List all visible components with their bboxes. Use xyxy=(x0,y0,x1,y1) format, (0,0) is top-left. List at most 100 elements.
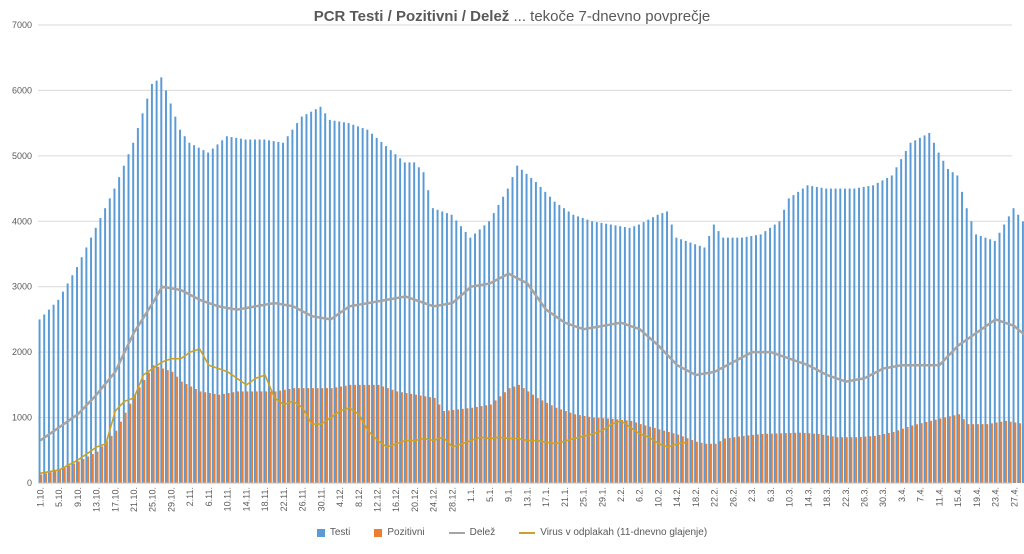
bar-pozitivni xyxy=(223,394,225,483)
bar-testi xyxy=(465,232,467,483)
x-tick-label: 26.2. xyxy=(728,487,738,507)
bar-testi xyxy=(90,238,92,483)
bar-testi xyxy=(324,113,326,483)
bar-pozitivni xyxy=(513,386,515,483)
x-tick-label: 22.3. xyxy=(841,487,851,507)
bar-testi xyxy=(741,238,743,483)
bar-testi xyxy=(1008,216,1010,483)
bar-pozitivni xyxy=(340,386,342,483)
bar-pozitivni xyxy=(907,427,909,483)
bar-testi xyxy=(643,222,645,483)
legend-swatch-delez xyxy=(449,532,465,534)
bar-testi xyxy=(259,140,261,484)
bar-pozitivni xyxy=(799,433,801,483)
bar-pozitivni xyxy=(869,436,871,483)
bar-testi xyxy=(455,220,457,483)
bar-pozitivni xyxy=(986,424,988,483)
bar-testi xyxy=(830,189,832,483)
bar-testi xyxy=(947,169,949,483)
bar-testi xyxy=(704,247,706,483)
bar-pozitivni xyxy=(640,424,642,483)
bar-testi xyxy=(919,138,921,483)
bar-testi xyxy=(816,187,818,483)
y-tick-label: 0 xyxy=(27,478,32,488)
x-tick-label: 1.10. xyxy=(35,487,45,507)
y-tick-label: 3000 xyxy=(12,282,32,292)
bar-testi xyxy=(469,238,471,483)
bar-pozitivni xyxy=(860,437,862,483)
bar-testi xyxy=(629,228,631,483)
bar-pozitivni xyxy=(977,424,979,483)
legend-item-pozitivni: Pozitivni xyxy=(374,527,424,538)
bar-pozitivni xyxy=(991,423,993,483)
bar-pozitivni xyxy=(719,441,721,483)
chart-title-bold: PCR Testi / Pozitivni / Delež xyxy=(314,8,510,25)
bar-pozitivni xyxy=(715,444,717,483)
bar-testi xyxy=(867,186,869,483)
bar-pozitivni xyxy=(438,404,440,483)
bar-pozitivni xyxy=(850,437,852,483)
bar-pozitivni xyxy=(1000,422,1002,483)
bar-pozitivni xyxy=(481,406,483,483)
bar-pozitivni xyxy=(818,434,820,483)
bar-pozitivni xyxy=(551,405,553,483)
bar-testi xyxy=(615,225,617,483)
bar-pozitivni xyxy=(696,442,698,483)
bar-testi xyxy=(666,211,668,483)
bar-testi xyxy=(418,167,420,483)
x-tick-label: 10.11. xyxy=(223,487,233,511)
x-tick-label: 25.10. xyxy=(148,487,158,512)
bar-testi xyxy=(320,107,322,483)
x-tick-label: 6.3. xyxy=(766,487,776,502)
x-tick-label: 22.11. xyxy=(279,487,289,511)
bar-pozitivni xyxy=(129,404,131,483)
bar-testi xyxy=(240,139,242,483)
x-tick-label: 23.4. xyxy=(991,487,1001,507)
bar-testi xyxy=(928,133,930,483)
bar-testi xyxy=(170,104,172,483)
bar-pozitivni xyxy=(392,390,394,483)
bar-testi xyxy=(540,187,542,483)
bar-pozitivni xyxy=(738,437,740,483)
bar-testi xyxy=(680,239,682,483)
bar-testi xyxy=(521,170,523,483)
bar-pozitivni xyxy=(593,418,595,483)
bar-testi xyxy=(1017,215,1019,483)
legend-swatch-virus xyxy=(519,532,535,534)
bar-pozitivni xyxy=(326,388,328,483)
bar-testi xyxy=(437,210,439,483)
x-tick-label: 12.12. xyxy=(372,487,382,512)
bar-testi xyxy=(212,148,214,483)
bar-testi xyxy=(109,198,111,483)
bar-pozitivni xyxy=(307,388,309,483)
bar-testi xyxy=(394,154,396,483)
bar-testi xyxy=(221,140,223,483)
x-tick-label: 5.1. xyxy=(485,487,495,502)
bar-testi xyxy=(493,213,495,483)
bar-testi xyxy=(188,143,190,483)
bar-testi xyxy=(338,122,340,483)
bar-pozitivni xyxy=(752,435,754,483)
bar-testi xyxy=(217,144,219,483)
x-tick-label: 29.1. xyxy=(597,487,607,507)
x-tick-label: 9.10. xyxy=(73,487,83,507)
x-tick-label: 21.10. xyxy=(129,487,139,512)
bar-pozitivni xyxy=(176,377,178,483)
bar-pozitivni xyxy=(972,424,974,483)
bar-testi xyxy=(783,210,785,483)
bar-pozitivni xyxy=(462,409,464,483)
bar-pozitivni xyxy=(836,437,838,483)
bar-testi xyxy=(825,189,827,483)
bar-pozitivni xyxy=(649,427,651,483)
bar-pozitivni xyxy=(724,439,726,483)
bar-testi xyxy=(118,177,120,483)
bar-testi xyxy=(81,257,83,483)
x-tick-label: 15.4. xyxy=(953,487,963,507)
bar-testi xyxy=(924,135,926,483)
bar-pozitivni xyxy=(471,408,473,483)
bar-testi xyxy=(268,140,270,483)
bar-testi xyxy=(282,143,284,483)
bar-pozitivni xyxy=(237,391,239,483)
bar-testi xyxy=(980,236,982,483)
